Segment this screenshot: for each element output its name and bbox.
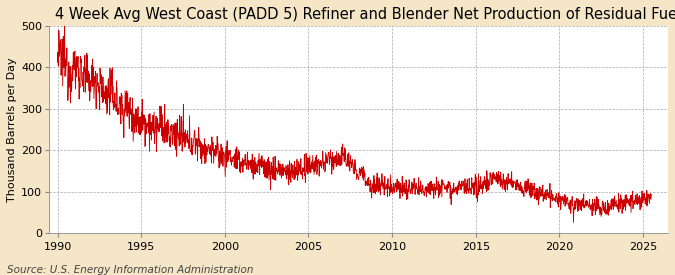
Y-axis label: Thousand Barrels per Day: Thousand Barrels per Day [7,57,17,202]
Text: 4 Week Avg West Coast (PADD 5) Refiner and Blender Net Production of Residual Fu: 4 Week Avg West Coast (PADD 5) Refiner a… [55,7,675,22]
Text: Source: U.S. Energy Information Administration: Source: U.S. Energy Information Administ… [7,265,253,275]
